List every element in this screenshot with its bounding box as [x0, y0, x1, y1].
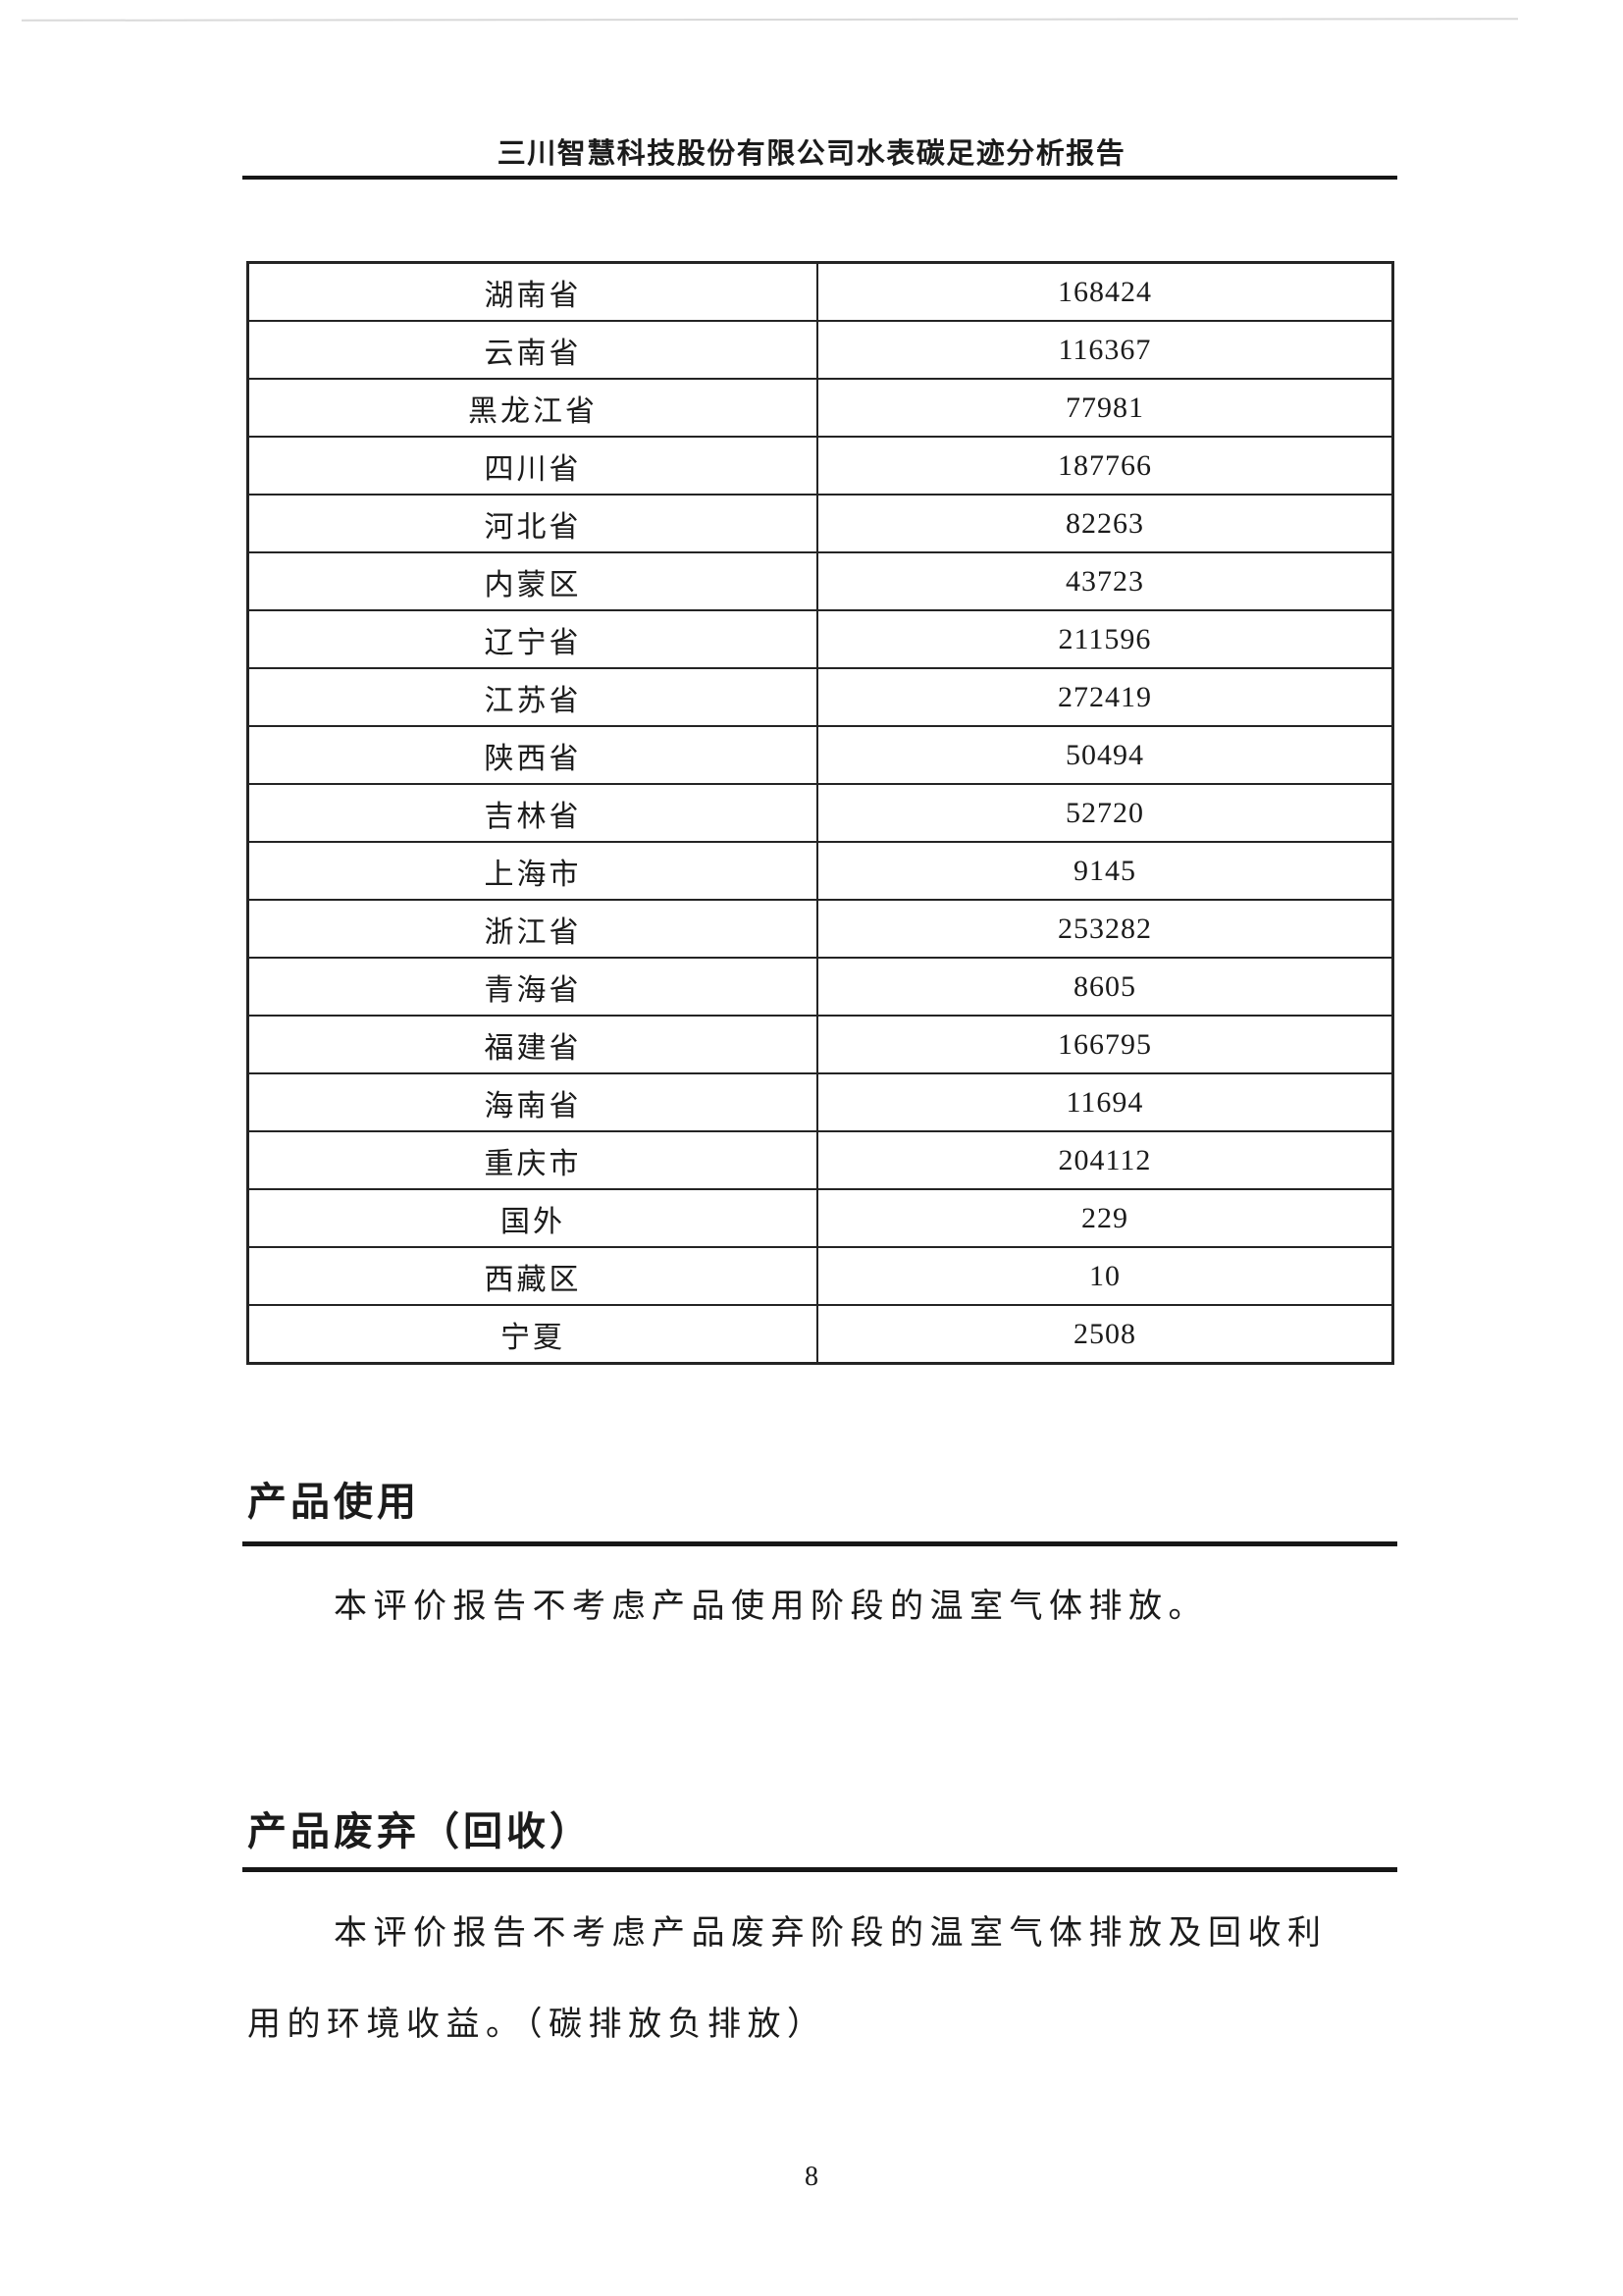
region-value-table: 湖南省 168424 云南省 116367 黑龙江省 77981 四川省 187766 河北省 8… [246, 261, 1394, 1365]
table-row: 湖南省 168424 [246, 261, 1394, 322]
region-cell: 陕西省 [246, 725, 818, 785]
table-row: 西藏区 10 [246, 1246, 1394, 1306]
table-row: 宁夏 2508 [246, 1304, 1394, 1365]
region-cell: 内蒙区 [246, 551, 818, 611]
table-row: 浙江省 253282 [246, 899, 1394, 959]
region-cell: 吉林省 [246, 783, 818, 843]
table-row: 辽宁省 211596 [246, 609, 1394, 669]
region-cell: 国外 [246, 1188, 818, 1248]
table-row: 上海市 9145 [246, 841, 1394, 901]
region-cell: 宁夏 [246, 1304, 818, 1365]
table-row: 江苏省 272419 [246, 667, 1394, 727]
value-cell: 253282 [816, 899, 1394, 959]
value-cell: 50494 [816, 725, 1394, 785]
region-cell: 上海市 [246, 841, 818, 901]
region-cell: 黑龙江省 [246, 378, 818, 438]
region-cell: 重庆市 [246, 1130, 818, 1190]
section-paragraph-product-use: 本评价报告不考虑产品使用阶段的温室气体排放。 [247, 1586, 1403, 1629]
table-row: 福建省 166795 [246, 1015, 1394, 1074]
region-cell: 西藏区 [246, 1246, 818, 1306]
table-row: 四川省 187766 [246, 436, 1394, 496]
scan-artifact-line [21, 18, 1519, 22]
table-row: 河北省 82263 [246, 494, 1394, 553]
value-cell: 229 [816, 1188, 1394, 1248]
section-heading-product-disposal: 产品废弃（回收） [247, 1810, 593, 1853]
region-cell: 浙江省 [246, 899, 818, 959]
report-header-title: 三川智慧科技股份有限公司水表碳足迹分析报告 [497, 138, 1126, 170]
value-cell: 272419 [816, 667, 1394, 727]
section-rule [242, 1867, 1397, 1872]
region-cell: 福建省 [246, 1015, 818, 1074]
value-cell: 168424 [816, 261, 1394, 322]
value-cell: 82263 [816, 494, 1394, 553]
table-row: 青海省 8605 [246, 957, 1394, 1017]
table-row: 海南省 11694 [246, 1072, 1394, 1132]
value-cell: 9145 [816, 841, 1394, 901]
region-cell: 四川省 [246, 436, 818, 496]
value-cell: 8605 [816, 957, 1394, 1017]
value-cell: 77981 [816, 378, 1394, 438]
region-cell: 河北省 [246, 494, 818, 553]
table-body: 湖南省 168424 云南省 116367 黑龙江省 77981 四川省 187766 河北省 8… [246, 261, 1394, 1365]
region-cell: 青海省 [246, 957, 818, 1017]
page-number: 8 [805, 2162, 818, 2192]
header-rule [242, 176, 1397, 180]
section-heading-product-use: 产品使用 [247, 1481, 420, 1524]
value-cell: 52720 [816, 783, 1394, 843]
region-cell: 云南省 [246, 320, 818, 380]
paragraph-line: 用的环境收益。（碳排放负排放） [247, 2007, 827, 2043]
table-row: 吉林省 52720 [246, 783, 1394, 843]
value-cell: 2508 [816, 1304, 1394, 1365]
paragraph-line: 本评价报告不考虑产品废弃阶段的温室气体排放及回收利 [334, 1915, 1328, 1952]
region-cell: 江苏省 [246, 667, 818, 727]
value-cell: 204112 [816, 1130, 1394, 1190]
region-cell: 海南省 [246, 1072, 818, 1132]
table-row: 国外 229 [246, 1188, 1394, 1248]
region-cell: 湖南省 [246, 261, 818, 322]
section-paragraph-product-disposal: 本评价报告不考虑产品废弃阶段的温室气体排放及回收利 用的环境收益。（碳排放负排放… [247, 1912, 1403, 2047]
value-cell: 43723 [816, 551, 1394, 611]
value-cell: 211596 [816, 609, 1394, 669]
value-cell: 166795 [816, 1015, 1394, 1074]
table-row: 重庆市 204112 [246, 1130, 1394, 1190]
region-cell: 辽宁省 [246, 609, 818, 669]
value-cell: 10 [816, 1246, 1394, 1306]
section-rule [242, 1541, 1397, 1546]
paragraph-line: 本评价报告不考虑产品使用阶段的温室气体排放。 [334, 1589, 1208, 1625]
value-cell: 11694 [816, 1072, 1394, 1132]
table-row: 云南省 116367 [246, 320, 1394, 380]
value-cell: 116367 [816, 320, 1394, 380]
table-row: 陕西省 50494 [246, 725, 1394, 785]
value-cell: 187766 [816, 436, 1394, 496]
table-row: 黑龙江省 77981 [246, 378, 1394, 438]
table-row: 内蒙区 43723 [246, 551, 1394, 611]
